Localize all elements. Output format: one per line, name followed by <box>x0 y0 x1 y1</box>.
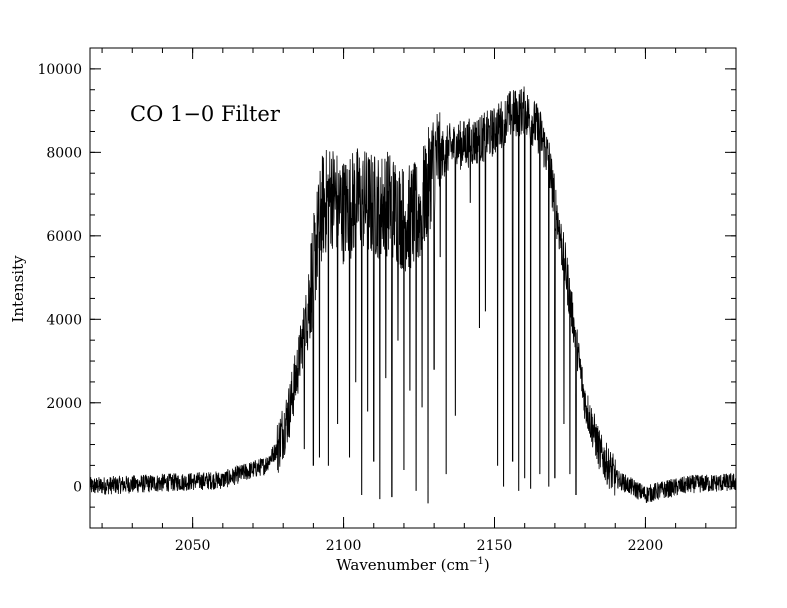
x-axis-label-main: Wavenumber (cm <box>336 556 469 574</box>
y-tick-label: 6000 <box>46 229 82 245</box>
y-axis-label: Intensity <box>9 255 27 323</box>
x-axis-label: Wavenumber (cm−1) <box>336 556 489 574</box>
x-tick-label: 2150 <box>477 538 513 554</box>
y-tick-label: 4000 <box>46 312 82 328</box>
y-tick-label: 8000 <box>46 145 82 161</box>
x-tick-labels: 2050 2100 2150 2200 <box>175 538 663 554</box>
x-tick-label: 2200 <box>628 538 664 554</box>
y-tick-labels: 0 2000 4000 6000 8000 10000 <box>37 62 82 495</box>
filter-annotation: CO 1−0 Filter <box>130 102 281 126</box>
y-tick-label: 0 <box>73 479 82 495</box>
y-tick-label: 2000 <box>46 396 82 412</box>
x-tick-label: 2050 <box>175 538 211 554</box>
plot-frame <box>89 47 737 529</box>
spectrum-series-line <box>89 86 737 504</box>
x-axis-label-superscript: −1 <box>469 556 484 567</box>
x-axis-label-suffix: ) <box>484 556 490 574</box>
x-tick-label: 2100 <box>326 538 362 554</box>
y-tick-label: 10000 <box>37 62 82 78</box>
